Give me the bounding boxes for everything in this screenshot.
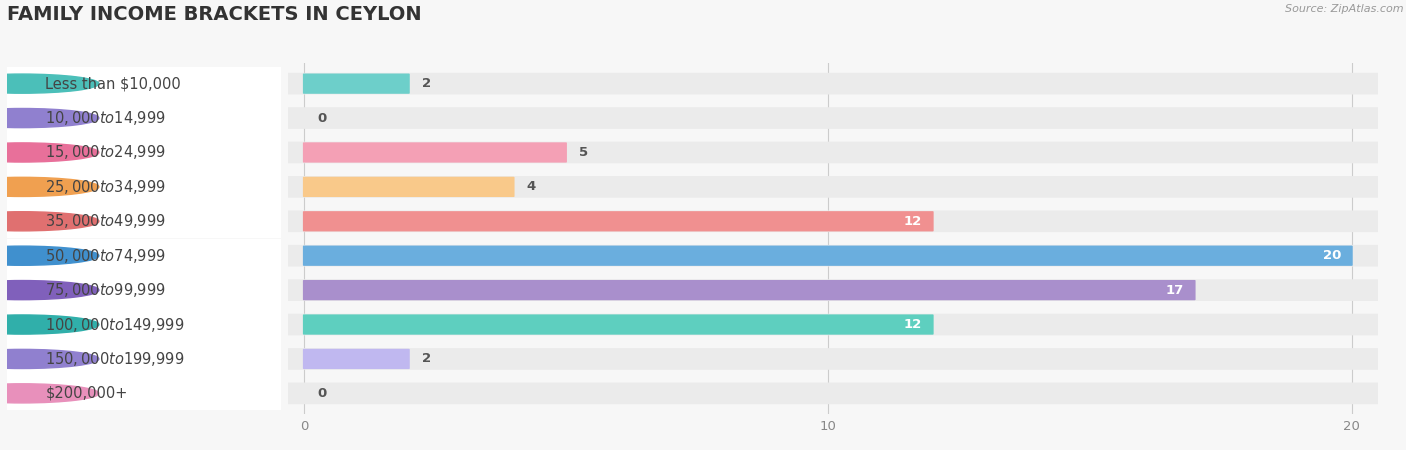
Text: $75,000 to $99,999: $75,000 to $99,999 xyxy=(45,281,166,299)
Text: 4: 4 xyxy=(527,180,536,194)
Text: $150,000 to $199,999: $150,000 to $199,999 xyxy=(45,350,184,368)
FancyBboxPatch shape xyxy=(278,314,1405,335)
Circle shape xyxy=(0,384,98,403)
FancyBboxPatch shape xyxy=(302,246,1353,266)
FancyBboxPatch shape xyxy=(302,73,409,94)
Circle shape xyxy=(0,108,98,128)
Circle shape xyxy=(0,246,98,266)
FancyBboxPatch shape xyxy=(278,142,1405,163)
Text: 17: 17 xyxy=(1166,284,1184,297)
Text: $15,000 to $24,999: $15,000 to $24,999 xyxy=(45,144,166,162)
FancyBboxPatch shape xyxy=(278,279,1405,301)
Text: 12: 12 xyxy=(904,215,922,228)
Text: 12: 12 xyxy=(904,318,922,331)
Text: $50,000 to $74,999: $50,000 to $74,999 xyxy=(45,247,166,265)
Circle shape xyxy=(0,177,98,197)
FancyBboxPatch shape xyxy=(302,315,934,335)
FancyBboxPatch shape xyxy=(302,142,567,162)
Text: Source: ZipAtlas.com: Source: ZipAtlas.com xyxy=(1285,4,1403,14)
Text: $25,000 to $34,999: $25,000 to $34,999 xyxy=(45,178,166,196)
Circle shape xyxy=(0,212,98,231)
Text: 0: 0 xyxy=(316,387,326,400)
FancyBboxPatch shape xyxy=(302,280,1195,300)
FancyBboxPatch shape xyxy=(278,245,1405,266)
Text: 5: 5 xyxy=(579,146,588,159)
FancyBboxPatch shape xyxy=(302,349,409,369)
Circle shape xyxy=(0,349,98,369)
FancyBboxPatch shape xyxy=(278,348,1405,370)
FancyBboxPatch shape xyxy=(302,177,515,197)
Circle shape xyxy=(0,280,98,300)
Text: $200,000+: $200,000+ xyxy=(45,386,128,401)
Text: 2: 2 xyxy=(422,352,432,365)
Text: 2: 2 xyxy=(422,77,432,90)
Text: $10,000 to $14,999: $10,000 to $14,999 xyxy=(45,109,166,127)
FancyBboxPatch shape xyxy=(302,211,934,231)
FancyBboxPatch shape xyxy=(278,73,1405,94)
Text: FAMILY INCOME BRACKETS IN CEYLON: FAMILY INCOME BRACKETS IN CEYLON xyxy=(7,4,422,23)
Text: 20: 20 xyxy=(1323,249,1341,262)
Text: $100,000 to $149,999: $100,000 to $149,999 xyxy=(45,315,184,333)
Circle shape xyxy=(0,315,98,334)
FancyBboxPatch shape xyxy=(278,211,1405,232)
FancyBboxPatch shape xyxy=(278,382,1405,404)
Text: Less than $10,000: Less than $10,000 xyxy=(45,76,181,91)
Circle shape xyxy=(0,74,98,93)
FancyBboxPatch shape xyxy=(278,176,1405,198)
Text: 0: 0 xyxy=(316,112,326,125)
FancyBboxPatch shape xyxy=(278,107,1405,129)
Text: $35,000 to $49,999: $35,000 to $49,999 xyxy=(45,212,166,230)
Circle shape xyxy=(0,143,98,162)
